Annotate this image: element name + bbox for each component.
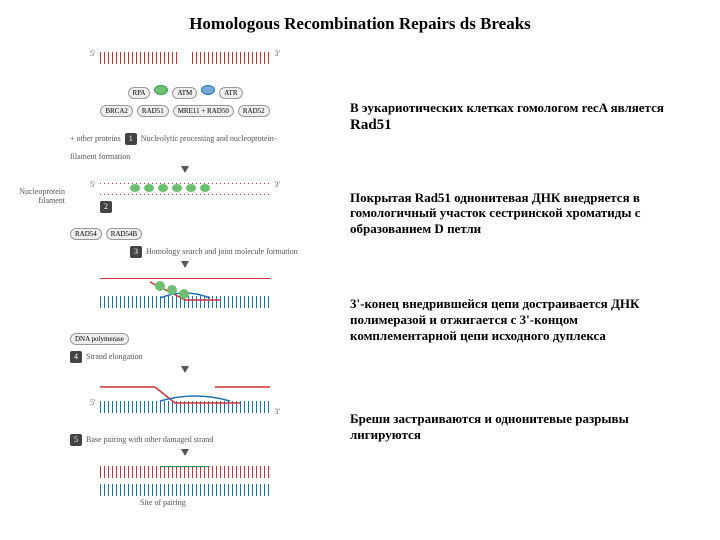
arrow-down-icon [181,166,189,173]
text-line: лигируются [350,427,421,442]
stage-initial: 5' 3' [70,52,300,72]
stage-proteins: RPA ATM ATR BRCA2 RAD51 MRE11 + RAD50 RA… [70,82,300,118]
protein-mrn: MRE11 + RAD50 [173,105,234,117]
text-block-1: В эукариотических клетках гомологом recA… [350,100,690,134]
elong-svg [100,383,270,419]
dna-red-break: 5' 3' [100,52,270,64]
step-number: 2 [100,201,112,213]
step-number: 3 [130,246,142,258]
protein-dnapol: DNA polymerase [70,333,129,345]
text-column: В эукариотических клетках гомологом recA… [350,100,690,498]
step-extra: + other proteins [70,134,121,143]
stage-step5: 5 Base pairing with other damaged strand [70,429,300,456]
dna-blue-final [100,484,270,496]
end-label: 3' [275,49,280,58]
stage-filament: Nucleoprotein filament 5' 3' 2 [70,183,300,213]
text-line: гомологичный участок сестринской хромати… [350,205,641,220]
end-label: 3' [275,407,280,416]
text-block-2: Покрытая Rad51 однонитевая ДНК внедряетс… [350,190,690,237]
arrow-down-icon [181,261,189,268]
text-line: комплементарной цепи исходного дуплекса [350,328,606,343]
step-label: Strand elongation [86,352,143,361]
site-label: Site of pairing [140,498,186,507]
protein-brca2: BRCA2 [100,105,133,117]
step-number: 5 [70,434,82,446]
text-line: полимеразой и отжигается с 3'-концом [350,312,578,327]
protein-atr: ATR [219,87,242,99]
step-label: Homology search and joint molecule forma… [146,247,298,256]
dna-filament: 5' 3' [100,183,270,195]
page-title: Homologous Recombination Repairs ds Brea… [0,14,720,34]
stage-elong: 5' 3' [70,383,300,419]
end-label: 5' [90,49,95,58]
protein-rad54b: RAD54B [106,228,142,240]
step-number: 4 [70,351,82,363]
text-line: Бреши застраиваются и однонитевые разрыв… [350,411,629,426]
step-label: Base pairing with other damaged strand [86,435,213,444]
text-big: Rad51 [350,117,392,133]
dloop-svg [100,278,270,318]
text-line: 3'-конец внедрившейся цепи достраивается… [350,296,639,311]
text-line: образованием D петли [350,221,481,236]
protein-rad54: RAD54 [70,228,102,240]
arrow-down-icon [181,449,189,456]
protein-rad52: RAD52 [238,105,270,117]
step-number: 1 [125,133,137,145]
text-block-4: Бреши застраиваются и однонитевые разрыв… [350,411,690,442]
protein-atm: ATM [172,87,197,99]
stage-step1: + other proteins 1 Nucleolytic processin… [70,128,300,173]
arrow-down-icon [181,366,189,373]
text-line: Покрытая Rad51 однонитевая ДНК внедряетс… [350,190,640,205]
end-label: 5' [90,398,95,407]
end-label: 3' [275,180,280,189]
end-label: 5' [90,180,95,189]
protein-rad51: RAD51 [137,105,169,117]
protein-rpa: RPA [128,87,151,99]
protein-oval [154,85,168,95]
stage-final: Site of pairing [70,466,300,500]
stage-step4: DNA polymerase 4 Strand elongation [70,328,300,373]
text-block-3: 3'-конец внедрившейся цепи достраивается… [350,296,690,343]
protein-oval [201,85,215,95]
dna-red-final [100,466,270,478]
side-label: Nucleoprotein filament [10,187,65,205]
stage-step3: RAD54 RAD54B 3 Homology search and joint… [70,223,300,268]
diagram-column: 5' 3' RPA ATM ATR BRCA2 RAD51 MRE11 + RA… [70,52,300,510]
stage-dloop [70,278,300,318]
text-line: В эукариотических клетках гомологом recA… [350,100,664,115]
